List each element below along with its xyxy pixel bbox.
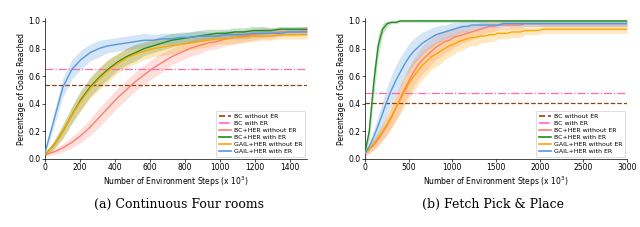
Y-axis label: Percentage of Goals Reached: Percentage of Goals Reached [17,32,26,145]
Y-axis label: Percentage of Goals Reached: Percentage of Goals Reached [337,32,346,145]
Legend: BC without ER, BC with ER, BC+HER without ER, BC+HER with ER, GAIL+HER without E: BC without ER, BC with ER, BC+HER withou… [536,111,625,157]
Text: (b) Fetch Pick & Place: (b) Fetch Pick & Place [422,198,564,211]
Legend: BC without ER, BC with ER, BC+HER without ER, BC+HER with ER, GAIL+HER without E: BC without ER, BC with ER, BC+HER withou… [216,111,305,157]
X-axis label: Number of Environment Steps (x 10$^3$): Number of Environment Steps (x 10$^3$) [103,175,249,189]
X-axis label: Number of Environment Steps (x 10$^3$): Number of Environment Steps (x 10$^3$) [423,175,569,189]
Text: (a) Continuous Four rooms: (a) Continuous Four rooms [94,198,264,211]
